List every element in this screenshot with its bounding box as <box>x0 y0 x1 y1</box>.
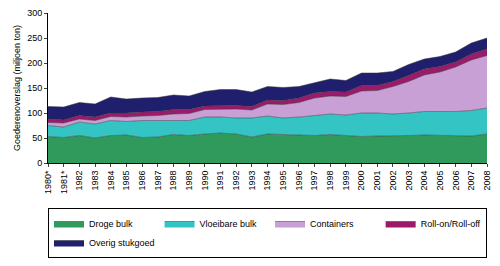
svg-text:2000: 2000 <box>356 171 366 191</box>
svg-text:1981*: 1981* <box>59 170 69 194</box>
svg-text:2007: 2007 <box>466 171 476 191</box>
svg-text:Vloeibare bulk: Vloeibare bulk <box>200 219 258 229</box>
svg-text:2004: 2004 <box>419 171 429 191</box>
svg-text:1987: 1987 <box>153 171 163 191</box>
svg-text:150: 150 <box>27 83 42 93</box>
svg-text:1984: 1984 <box>106 171 116 191</box>
svg-text:1988: 1988 <box>168 171 178 191</box>
svg-text:Overig stukgoed: Overig stukgoed <box>89 238 155 248</box>
svg-text:1996: 1996 <box>294 171 304 191</box>
svg-text:0: 0 <box>37 158 42 168</box>
svg-text:Droge bulk: Droge bulk <box>89 219 133 229</box>
svg-text:2005: 2005 <box>435 171 445 191</box>
svg-text:200: 200 <box>27 58 42 68</box>
svg-text:2001: 2001 <box>372 171 382 191</box>
svg-text:100: 100 <box>27 108 42 118</box>
svg-text:Containers: Containers <box>310 219 354 229</box>
svg-text:1993: 1993 <box>247 171 257 191</box>
svg-text:2002: 2002 <box>388 171 398 191</box>
svg-text:1985: 1985 <box>121 171 131 191</box>
svg-text:1983: 1983 <box>90 171 100 191</box>
svg-text:250: 250 <box>27 33 42 43</box>
svg-text:50: 50 <box>32 133 42 143</box>
svg-text:1995: 1995 <box>278 171 288 191</box>
svg-text:2008: 2008 <box>482 171 492 191</box>
svg-text:1998: 1998 <box>325 171 335 191</box>
svg-text:1992: 1992 <box>231 171 241 191</box>
svg-text:1980*: 1980* <box>43 170 53 194</box>
svg-text:1986: 1986 <box>137 171 147 191</box>
svg-text:Goederenoverslag (miljoen ton): Goederenoverslag (miljoen ton) <box>12 25 22 151</box>
svg-text:1989: 1989 <box>184 171 194 191</box>
svg-text:1982: 1982 <box>74 171 84 191</box>
svg-text:1997: 1997 <box>309 171 319 191</box>
svg-text:300: 300 <box>27 8 42 18</box>
svg-text:1994: 1994 <box>262 171 272 191</box>
svg-text:Roll-on/Roll-off: Roll-on/Roll-off <box>421 219 481 229</box>
svg-text:1999: 1999 <box>341 171 351 191</box>
svg-text:2003: 2003 <box>404 171 414 191</box>
svg-text:1990: 1990 <box>200 171 210 191</box>
svg-text:2006: 2006 <box>451 171 461 191</box>
svg-text:1991: 1991 <box>215 171 225 191</box>
